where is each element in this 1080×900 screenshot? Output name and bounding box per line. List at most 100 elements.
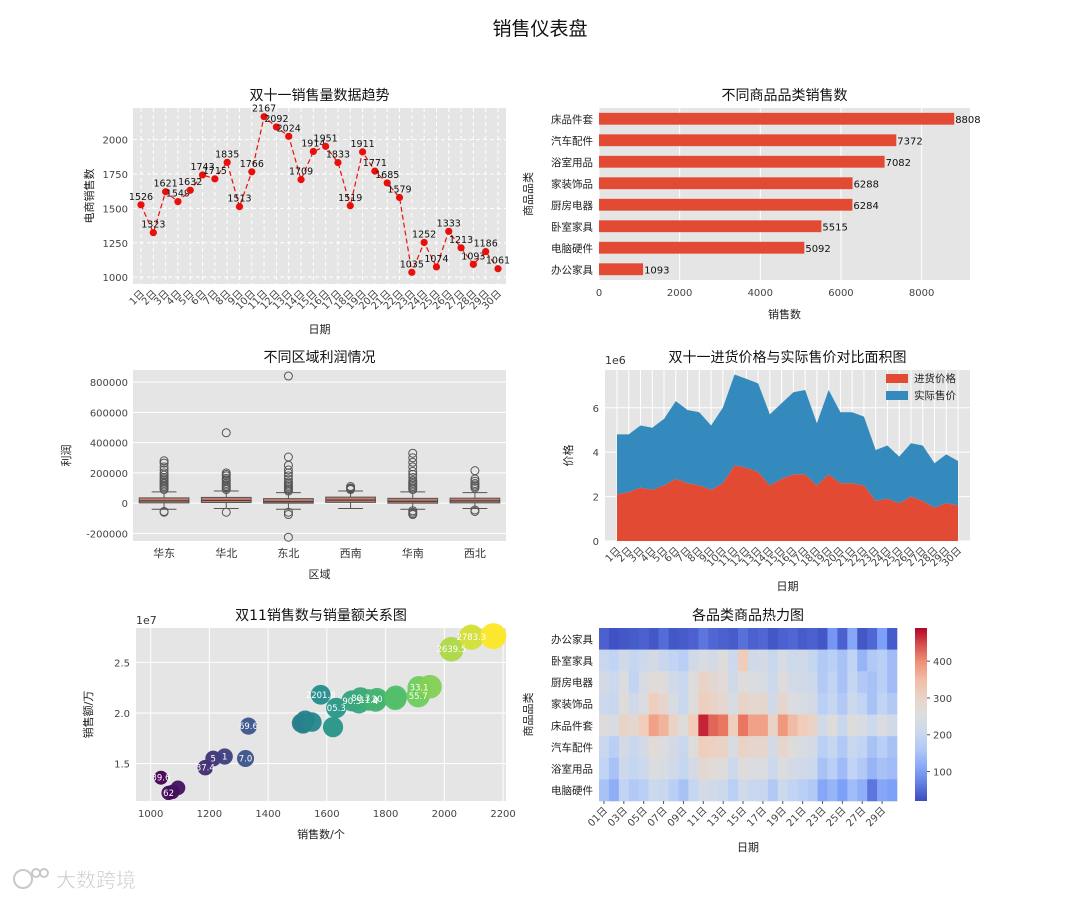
x-tick-label: 1600	[314, 809, 339, 820]
heatmap-cell	[718, 671, 729, 694]
data-label: 1186	[474, 239, 498, 250]
bubble-label: 2783.3	[456, 633, 486, 643]
data-label: 7082	[886, 158, 911, 169]
heatmap-cell	[668, 757, 679, 780]
x-tick-label: 11日	[686, 805, 710, 829]
heatmap-cell	[797, 628, 808, 650]
data-label: 1632	[178, 177, 202, 188]
heatmap-cell	[718, 714, 729, 737]
heatmap-cell	[638, 736, 649, 759]
heatmap-cell	[628, 736, 640, 759]
heatmap-cell	[777, 649, 789, 672]
bubble-label: 80.3	[351, 694, 370, 704]
y-axis-label: 销售额/万	[81, 691, 95, 739]
x-tick-label: 29日	[864, 805, 888, 829]
data-label: 1333	[437, 218, 461, 229]
heatmap-cell	[817, 692, 828, 715]
heatmap-cell	[648, 649, 659, 672]
heatmap-cell	[757, 649, 769, 672]
heatmap-cell	[847, 736, 858, 759]
heatmap-cell	[618, 649, 630, 672]
data-label: 1766	[240, 159, 264, 170]
data-label: 7372	[897, 136, 922, 147]
data-label: 1914	[301, 138, 325, 149]
outlier-point	[159, 507, 169, 517]
heatmap-cell	[857, 779, 868, 802]
heatmap-cell	[877, 649, 888, 672]
heatmap-cell	[797, 714, 808, 737]
heatmap-cell	[887, 714, 898, 737]
x-tick-label: 6000	[828, 288, 853, 299]
heatmap-cell	[678, 628, 689, 650]
colorbar	[915, 628, 927, 801]
bubble-point	[480, 623, 507, 650]
data-label: 1093	[461, 251, 485, 262]
heatmap-cell	[757, 736, 769, 759]
data-label: 1061	[486, 256, 510, 267]
heatmap-cell	[748, 628, 759, 650]
heatmap-cell	[748, 736, 759, 759]
data-label: 1715	[203, 166, 227, 177]
heatmap-cell	[688, 779, 699, 802]
x-axis-label: 日期	[309, 323, 331, 336]
x-tick-label: 华南	[402, 546, 424, 560]
heatmap-cell	[599, 757, 610, 780]
heatmap-cell	[668, 779, 679, 802]
heatmap-cell	[698, 692, 709, 715]
sales-bubble-chart: 双11销售数与销量额关系图 1000 1200 1400 1600 1800 2000 220…	[81, 608, 516, 841]
heatmap-cell	[867, 671, 878, 694]
heatmap-cell	[757, 757, 769, 780]
data-label: 1526	[129, 192, 153, 203]
outlier-point	[283, 510, 293, 520]
heatmap-cell	[787, 628, 798, 650]
y-axis-label: 利润	[59, 445, 73, 467]
heatmap-cell	[628, 714, 640, 737]
y-tick-label: 厨房电器	[551, 676, 593, 689]
heatmap-cell	[738, 714, 749, 737]
outlier-point	[408, 466, 418, 476]
heatmap-cell	[728, 649, 739, 672]
heatmap-cell	[877, 692, 888, 715]
heatmap-cell	[648, 671, 659, 694]
outlier-point	[159, 485, 169, 495]
heatmap-cell	[807, 649, 818, 672]
heatmap-cell	[748, 779, 759, 802]
heatmap-cell	[688, 671, 699, 694]
x-tick-label: 25日	[825, 805, 849, 829]
heatmap-cell	[887, 671, 898, 694]
y-axis-label: 电商销售数	[82, 169, 96, 224]
heatmap-cell	[767, 692, 779, 715]
heatmap-cell	[887, 692, 898, 715]
heatmap-cell	[827, 736, 838, 759]
heatmap-cell	[748, 671, 759, 694]
bar	[599, 155, 885, 168]
heatmap-cell	[867, 649, 878, 672]
heatmap-cell	[628, 779, 640, 802]
x-tick-label: 05日	[626, 805, 650, 829]
heatmap-cell	[777, 671, 789, 694]
data-label: 1833	[326, 150, 350, 161]
data-label: 2092	[264, 114, 288, 125]
heatmap-cell	[837, 714, 848, 737]
data-point	[198, 171, 207, 179]
heatmap-cell	[688, 649, 699, 672]
bubble-label: 05.3	[327, 704, 346, 714]
heatmap-cell	[628, 757, 640, 780]
data-point	[211, 175, 219, 183]
heatmap-cell	[857, 757, 868, 780]
y-tick-label: 家装饰品	[551, 177, 593, 190]
x-tick-label: 01日	[586, 805, 610, 829]
heatmap-cell	[817, 736, 828, 759]
heatmap-cell	[678, 714, 689, 737]
heatmap-cell	[827, 757, 838, 780]
heatmap-cell	[648, 714, 659, 737]
heatmap-cell	[688, 757, 699, 780]
colorbar-tick-label: 100	[933, 768, 952, 779]
heatmap-cell	[599, 671, 610, 694]
heatmap-cell	[608, 779, 620, 802]
watermark-icon	[13, 868, 49, 889]
heatmap-cell	[827, 779, 838, 802]
category-bar-chart: 不同商品品类销售数 0 2000 4000 6000 8000 床品件套 8808 汽车配件 73…	[521, 88, 981, 321]
outlier-point	[283, 371, 293, 381]
